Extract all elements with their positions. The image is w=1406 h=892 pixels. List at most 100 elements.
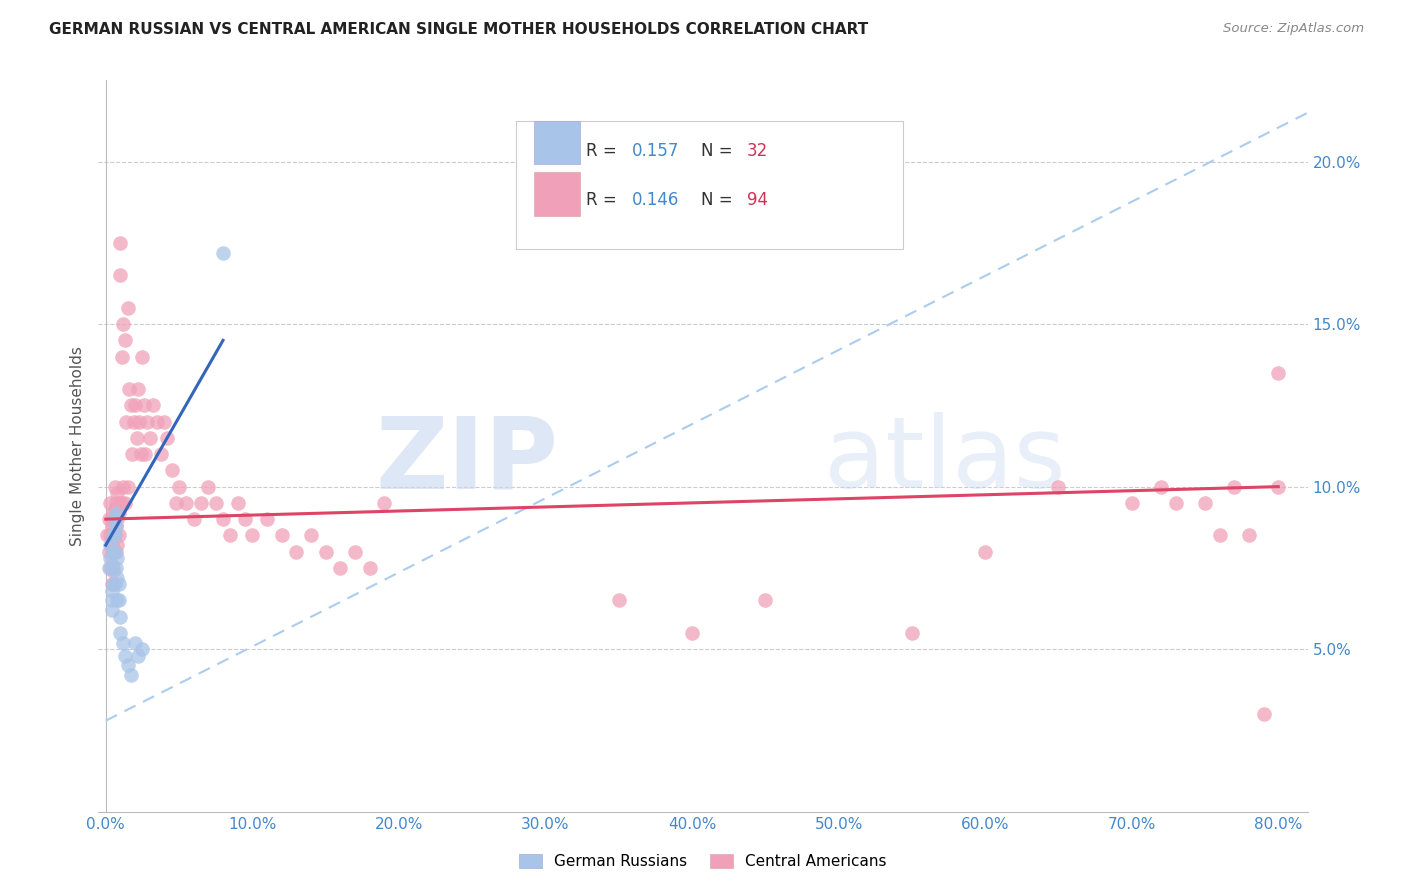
Point (120, 398, 142, 412)
Point (103, 502, 125, 516)
Point (219, 528, 242, 542)
Point (100, 577, 122, 591)
Point (120, 668, 142, 682)
Point (1267, 366, 1289, 380)
Point (134, 447, 156, 461)
Point (138, 431, 160, 445)
Text: ZIP: ZIP (375, 412, 558, 509)
Point (103, 512, 125, 526)
Point (100, 583, 122, 598)
Point (285, 544, 308, 558)
Point (103, 544, 125, 558)
Point (100, 593, 122, 607)
Point (103, 528, 125, 542)
Point (97, 561, 120, 575)
Point (105, 518, 128, 533)
Point (1194, 496, 1216, 510)
Point (1237, 528, 1260, 542)
Point (103, 480, 125, 494)
Point (127, 382, 149, 396)
Point (118, 382, 141, 396)
Point (110, 626, 132, 640)
Point (101, 564, 124, 578)
Point (107, 512, 129, 526)
Point (146, 415, 169, 429)
Point (270, 528, 292, 542)
Point (103, 577, 125, 591)
Point (105, 496, 128, 510)
Point (343, 544, 366, 558)
Point (1267, 480, 1289, 494)
Point (901, 626, 924, 640)
Point (98, 528, 121, 542)
Point (150, 447, 173, 461)
Point (299, 528, 322, 542)
Point (117, 658, 139, 673)
Point (1047, 480, 1070, 494)
Point (110, 609, 132, 624)
Point (101, 561, 124, 575)
Text: GERMAN RUSSIAN VS CENTRAL AMERICAN SINGLE MOTHER HOUSEHOLDS CORRELATION CHART: GERMAN RUSSIAN VS CENTRAL AMERICAN SINGL… (49, 22, 869, 37)
Point (108, 577, 131, 591)
Text: R =: R = (586, 143, 621, 161)
Point (100, 603, 122, 617)
Point (98, 561, 121, 575)
Point (329, 561, 352, 575)
Point (110, 235, 132, 250)
Point (97, 544, 120, 558)
Point (176, 496, 198, 510)
Point (125, 431, 148, 445)
Point (100, 558, 122, 572)
Point (167, 480, 190, 494)
Point (135, 415, 157, 429)
Point (197, 480, 219, 494)
Point (114, 334, 136, 348)
Point (96, 528, 118, 542)
Point (1121, 496, 1143, 510)
Text: Source: ZipAtlas.com: Source: ZipAtlas.com (1223, 22, 1364, 36)
Text: 32: 32 (747, 143, 768, 161)
Point (114, 496, 136, 510)
Point (110, 496, 132, 510)
Point (101, 528, 124, 542)
Text: 94: 94 (747, 192, 768, 210)
Point (226, 496, 249, 510)
Point (1223, 480, 1246, 494)
Point (127, 648, 149, 663)
Point (101, 525, 124, 540)
FancyBboxPatch shape (534, 120, 579, 164)
Point (156, 431, 179, 445)
Point (132, 398, 155, 412)
Point (1253, 707, 1275, 722)
Point (98, 551, 121, 566)
Point (112, 480, 135, 494)
Point (112, 317, 135, 331)
Point (108, 506, 131, 520)
Point (115, 415, 138, 429)
Point (315, 544, 337, 558)
Point (212, 245, 235, 260)
Point (107, 486, 129, 500)
Text: atlas: atlas (824, 412, 1066, 509)
Point (129, 447, 152, 461)
Point (105, 544, 128, 558)
Point (153, 415, 176, 429)
Point (607, 593, 630, 607)
Point (256, 512, 278, 526)
Point (1150, 480, 1173, 494)
Point (108, 528, 131, 542)
Point (1208, 528, 1230, 542)
Point (112, 635, 135, 649)
Text: N =: N = (700, 192, 738, 210)
Point (131, 350, 153, 364)
Point (204, 496, 226, 510)
Point (105, 561, 128, 575)
Point (373, 496, 395, 510)
Point (212, 512, 235, 526)
Text: 0.146: 0.146 (631, 192, 679, 210)
Point (183, 512, 205, 526)
Y-axis label: Single Mother Households: Single Mother Households (70, 346, 86, 546)
Point (100, 518, 122, 533)
Point (128, 415, 150, 429)
Point (111, 496, 134, 510)
